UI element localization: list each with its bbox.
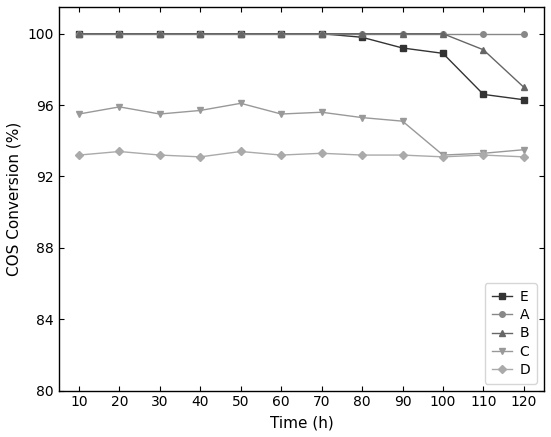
A bbox=[278, 31, 284, 36]
E bbox=[75, 31, 82, 36]
B bbox=[116, 31, 123, 36]
E bbox=[156, 31, 163, 36]
D bbox=[480, 153, 487, 158]
C bbox=[521, 147, 527, 153]
B bbox=[75, 31, 82, 36]
A bbox=[399, 31, 406, 36]
E bbox=[399, 45, 406, 51]
E bbox=[318, 31, 325, 36]
Line: C: C bbox=[76, 101, 527, 158]
C bbox=[237, 101, 244, 106]
A bbox=[237, 31, 244, 36]
B bbox=[440, 31, 446, 36]
B bbox=[480, 47, 487, 52]
E bbox=[278, 31, 284, 36]
D bbox=[116, 149, 123, 154]
B bbox=[156, 31, 163, 36]
Line: E: E bbox=[76, 31, 527, 103]
E bbox=[197, 31, 203, 36]
A bbox=[440, 31, 446, 36]
D bbox=[197, 154, 203, 160]
D bbox=[75, 153, 82, 158]
A bbox=[156, 31, 163, 36]
D bbox=[156, 153, 163, 158]
C bbox=[440, 153, 446, 158]
C bbox=[75, 111, 82, 117]
A bbox=[318, 31, 325, 36]
B bbox=[237, 31, 244, 36]
A bbox=[521, 31, 527, 36]
Legend: E, A, B, C, D: E, A, B, C, D bbox=[485, 283, 537, 384]
B bbox=[399, 31, 406, 36]
C bbox=[480, 151, 487, 156]
D bbox=[399, 153, 406, 158]
E bbox=[521, 97, 527, 102]
C bbox=[197, 108, 203, 113]
Line: B: B bbox=[76, 31, 527, 90]
E bbox=[480, 92, 487, 97]
C bbox=[278, 111, 284, 117]
Y-axis label: COS Conversion (%): COS Conversion (%) bbox=[7, 121, 22, 276]
D bbox=[521, 154, 527, 160]
E bbox=[359, 35, 365, 40]
C bbox=[156, 111, 163, 117]
C bbox=[359, 115, 365, 120]
D bbox=[237, 149, 244, 154]
Line: D: D bbox=[76, 149, 527, 160]
C bbox=[318, 110, 325, 115]
B bbox=[197, 31, 203, 36]
C bbox=[116, 104, 123, 110]
D bbox=[278, 153, 284, 158]
A bbox=[116, 31, 123, 36]
A bbox=[75, 31, 82, 36]
B bbox=[278, 31, 284, 36]
Line: A: A bbox=[76, 31, 527, 37]
A bbox=[480, 31, 487, 36]
B bbox=[359, 31, 365, 36]
B bbox=[318, 31, 325, 36]
A bbox=[197, 31, 203, 36]
C bbox=[399, 118, 406, 124]
E bbox=[116, 31, 123, 36]
D bbox=[318, 151, 325, 156]
B bbox=[521, 85, 527, 90]
D bbox=[359, 153, 365, 158]
E bbox=[237, 31, 244, 36]
D bbox=[440, 154, 446, 160]
A bbox=[359, 31, 365, 36]
X-axis label: Time (h): Time (h) bbox=[269, 415, 333, 430]
E bbox=[440, 51, 446, 56]
